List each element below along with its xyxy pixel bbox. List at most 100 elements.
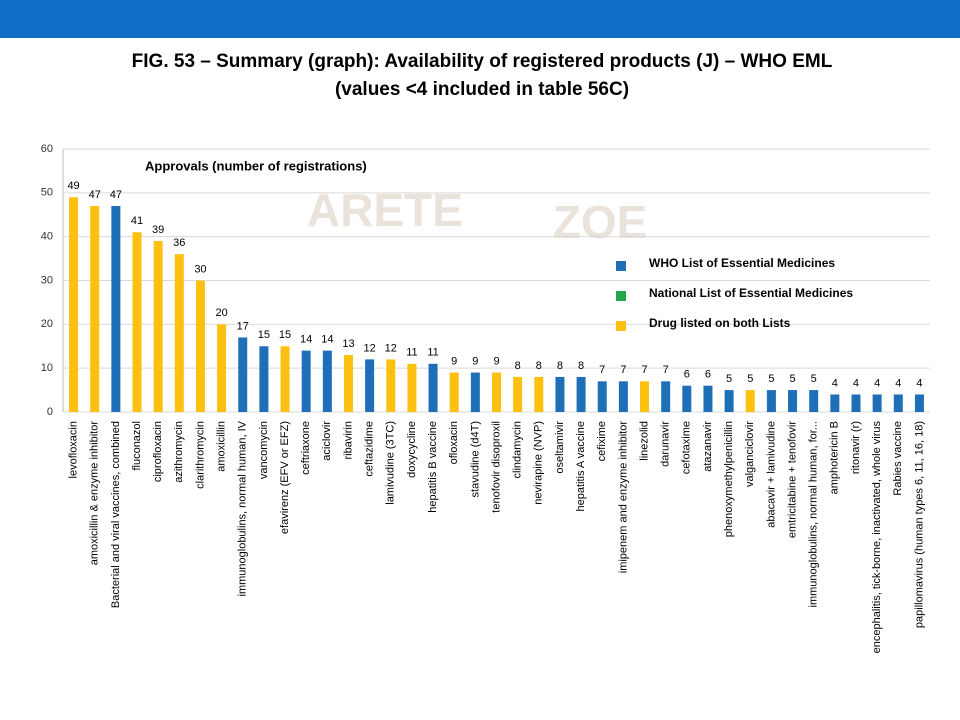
data-label: 47 <box>89 189 101 201</box>
y-tick-label: 20 <box>41 318 53 330</box>
bar <box>322 350 332 412</box>
bar <box>153 241 163 412</box>
y-tick-label: 0 <box>47 406 53 418</box>
data-label: 12 <box>385 342 397 354</box>
x-tick-label: cefixime <box>596 421 608 461</box>
x-tick-label: papillomavirus (human types 6, 11, 16, 1… <box>913 421 925 628</box>
data-label: 8 <box>536 360 542 372</box>
x-tick-label: amoxicillin & enzyme inhibitor <box>89 421 101 566</box>
x-tick-label: tenofovir disoproxil <box>490 421 502 513</box>
x-tick-label: clindamycin <box>512 421 524 478</box>
x-tick-label: cefotaxime <box>681 421 693 474</box>
data-label: 5 <box>747 373 753 385</box>
x-tick-label: aciclovir <box>321 421 333 461</box>
bar <box>618 381 628 412</box>
y-tick-label: 10 <box>41 362 53 374</box>
x-tick-label: amphotericin B <box>829 421 841 494</box>
watermark: ZOE <box>553 196 648 248</box>
bar <box>534 376 544 412</box>
x-tick-label: azithromycin <box>173 421 185 483</box>
x-tick-label: lamivudine (3TC) <box>385 421 397 505</box>
x-tick-label: clarithromycin <box>194 421 206 489</box>
x-tick-label: encephalitis, tick-borne, inactivated, w… <box>871 421 883 654</box>
data-label: 20 <box>215 307 227 319</box>
x-tick-label: immunoglobulins, normal human, for... <box>808 421 820 607</box>
data-label: 36 <box>173 237 185 249</box>
x-tick-label: levofloxacin <box>67 421 79 478</box>
data-label: 8 <box>578 360 584 372</box>
bar <box>111 205 121 412</box>
bar <box>661 381 671 412</box>
data-label: 41 <box>131 215 143 227</box>
data-label: 4 <box>853 377 859 389</box>
legend-swatch <box>616 321 626 331</box>
bar <box>788 390 798 412</box>
data-label: 4 <box>895 377 901 389</box>
watermark: ARETE <box>307 184 463 236</box>
data-label: 13 <box>342 338 354 350</box>
data-label: 15 <box>279 329 291 341</box>
bar <box>766 390 776 412</box>
data-label: 8 <box>557 360 563 372</box>
data-label: 5 <box>811 373 817 385</box>
legend-swatch <box>616 291 626 301</box>
x-tick-label: ofloxacin <box>448 421 460 464</box>
y-tick-label: 50 <box>41 187 53 199</box>
bar <box>90 205 100 412</box>
x-tick-label: fluconazol <box>131 421 143 471</box>
x-tick-label: Rabies vaccine <box>892 421 904 496</box>
data-label: 4 <box>832 377 838 389</box>
chart-subtitle: (values <4 included in table 56C) <box>335 79 629 100</box>
legend-label: Drug listed on both Lists <box>649 316 791 330</box>
x-tick-label: ceftriaxone <box>300 421 312 475</box>
data-label: 11 <box>427 347 438 359</box>
legend-label: WHO List of Essential Medicines <box>649 256 835 270</box>
bar <box>386 359 396 412</box>
x-tick-label: stavudine (d4T) <box>469 421 481 497</box>
x-tick-label: hepatitis A vaccine <box>575 421 587 512</box>
data-label: 14 <box>321 334 333 346</box>
y-tick-label: 40 <box>41 231 53 243</box>
data-label: 14 <box>300 334 312 346</box>
x-tick-label: linezolid <box>638 421 650 461</box>
bar <box>851 394 861 412</box>
legend-label: National List of Essential Medicines <box>649 286 853 300</box>
data-label: 49 <box>67 180 79 192</box>
data-label: 47 <box>110 189 122 201</box>
bar <box>576 376 586 412</box>
bar <box>174 254 184 412</box>
bar <box>365 359 375 412</box>
data-label: 9 <box>493 355 499 367</box>
bar <box>259 346 269 412</box>
x-tick-label: efavirenz (EFV or EFZ) <box>279 421 291 534</box>
bar <box>597 381 607 412</box>
legend-swatch <box>616 261 626 271</box>
x-tick-label: nevirapine (NVP) <box>533 421 545 505</box>
x-tick-label: vancomycin <box>258 421 270 479</box>
x-tick-label: hepatitis B vaccine <box>427 421 439 513</box>
bar <box>809 390 819 412</box>
x-tick-label: ciprofloxacin <box>152 421 164 482</box>
data-label: 8 <box>515 360 521 372</box>
data-label: 15 <box>258 329 270 341</box>
data-label: 39 <box>152 224 164 236</box>
data-label: 7 <box>620 364 626 376</box>
data-label: 11 <box>406 347 417 359</box>
data-label: 5 <box>726 373 732 385</box>
bar <box>343 355 353 412</box>
bar <box>428 363 438 412</box>
data-label: 4 <box>874 377 880 389</box>
bar <box>724 390 734 412</box>
header-bar <box>0 0 960 38</box>
bar <box>470 372 480 412</box>
bar <box>682 385 692 412</box>
data-label: 7 <box>641 364 647 376</box>
bar <box>830 394 840 412</box>
data-label: 7 <box>599 364 605 376</box>
y-tick-label: 30 <box>41 274 53 286</box>
bar <box>132 232 142 412</box>
x-tick-label: abacavir + lamivudine <box>765 421 777 528</box>
bar <box>449 372 459 412</box>
data-label: 5 <box>789 373 795 385</box>
